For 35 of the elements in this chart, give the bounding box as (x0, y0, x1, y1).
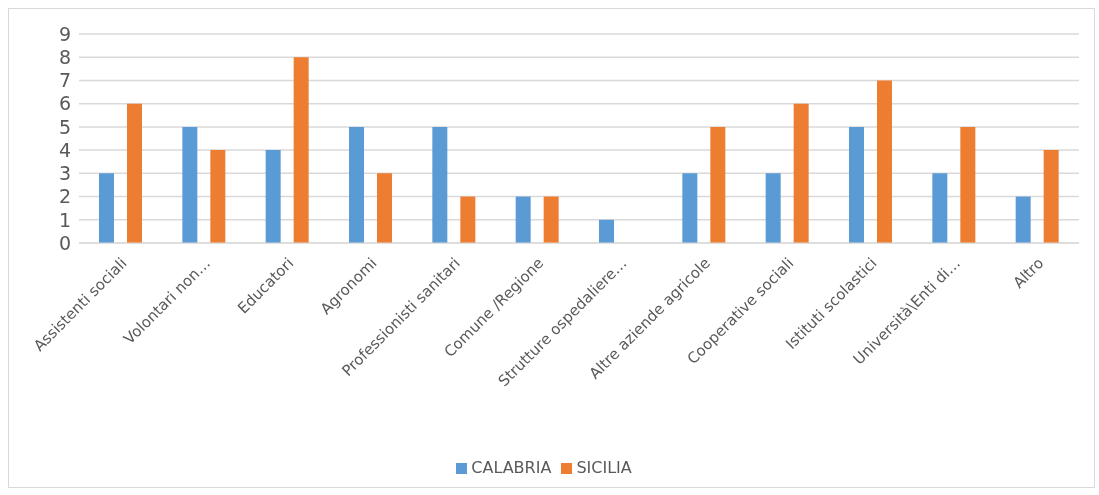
y-tick-label: 0 (58, 231, 71, 254)
y-tick-label: 3 (58, 162, 71, 185)
bar (543, 196, 559, 243)
bar (432, 126, 448, 243)
y-tick-label: 5 (58, 115, 71, 138)
y-tick-label: 1 (58, 208, 71, 231)
bar (960, 126, 976, 243)
bar (765, 173, 781, 243)
bar (265, 150, 281, 243)
bar (377, 173, 392, 243)
bar (349, 126, 364, 243)
y-tick-label: 2 (58, 185, 71, 208)
y-tick-label: 9 (58, 22, 71, 45)
bar (293, 57, 309, 243)
y-tick-label: 6 (58, 92, 71, 115)
bar (682, 173, 698, 243)
bar (515, 196, 531, 243)
bar (1043, 150, 1059, 243)
legend-label: SICILIA (576, 458, 632, 477)
bar (599, 219, 614, 243)
bar (877, 80, 892, 243)
legend-label: CALABRIA (471, 458, 552, 477)
bar (182, 126, 198, 243)
bar (932, 173, 948, 243)
y-tick-label: 8 (58, 45, 71, 68)
bar (849, 126, 864, 243)
bar (127, 103, 142, 243)
bar (710, 126, 726, 243)
bar (99, 173, 114, 243)
y-tick-label: 7 (58, 69, 71, 92)
bar (210, 150, 226, 243)
bar (1015, 196, 1031, 243)
bar (793, 103, 809, 243)
y-tick-label: 4 (58, 138, 71, 161)
bar (460, 196, 476, 243)
